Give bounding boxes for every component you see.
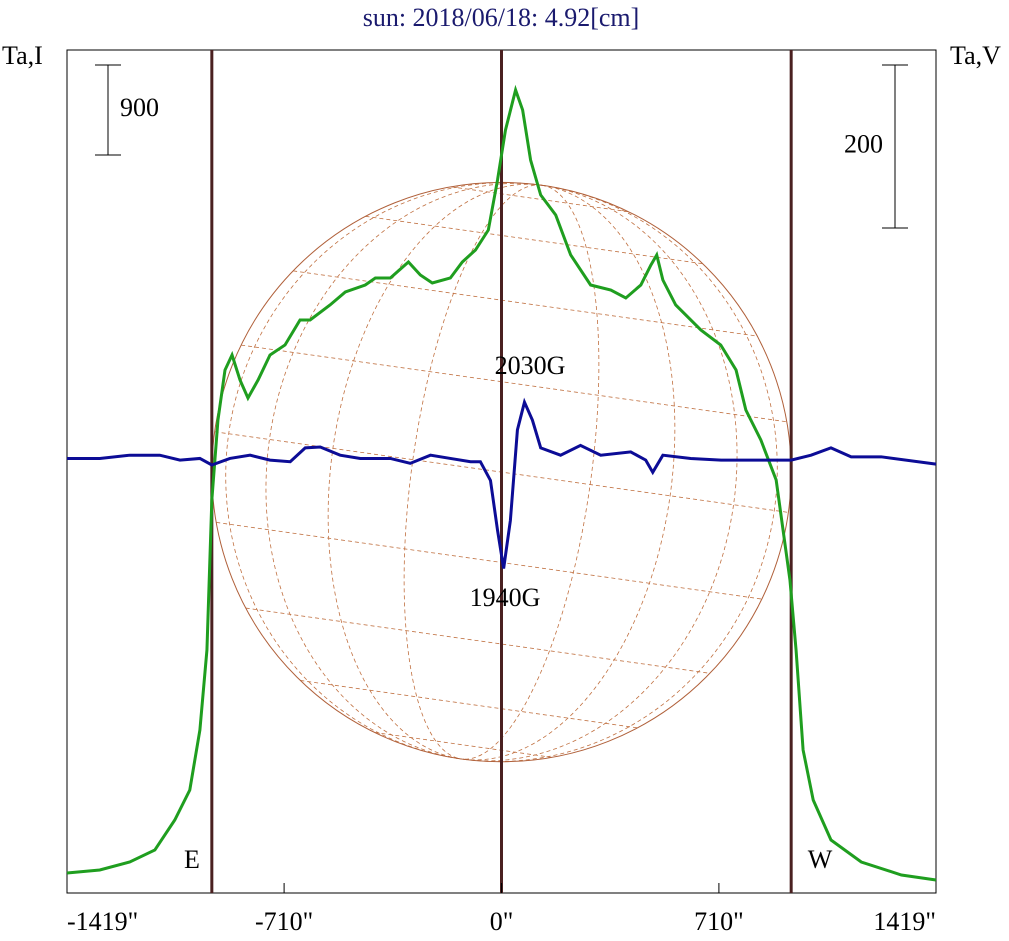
parallel [216,521,762,600]
x-tick-label: 0" [490,907,514,936]
parallel [245,607,710,674]
meridian [461,184,738,762]
scale-label: 900 [120,93,159,122]
scale-label: 200 [844,129,883,158]
meridian [265,183,542,760]
annotation: 2030G [495,351,566,380]
meridian [225,182,542,760]
meridian [403,184,542,760]
parallel [365,215,703,265]
chart-title: sun: 2018/06/18: 4.92[cm] [363,3,640,32]
meridian [461,184,778,762]
annotation: 1940G [470,583,541,612]
y2-axis-label: Ta,V [950,41,1001,70]
x-tick-label: 710" [694,907,744,936]
series-line [67,397,937,569]
parallel [374,732,552,758]
parallel [293,270,758,337]
x-tick-label: -1419" [67,907,138,936]
x-tick-label: 1419" [873,907,936,936]
annotation: W [808,845,833,874]
parallel [451,186,629,213]
meridian [461,184,600,760]
y-axis-label: Ta,I [2,41,43,70]
x-tick-label: -710" [255,907,313,936]
annotation: E [184,845,200,874]
parallel [300,680,638,729]
parallel [241,344,787,423]
meridian [461,184,676,761]
series-line [66,84,937,882]
